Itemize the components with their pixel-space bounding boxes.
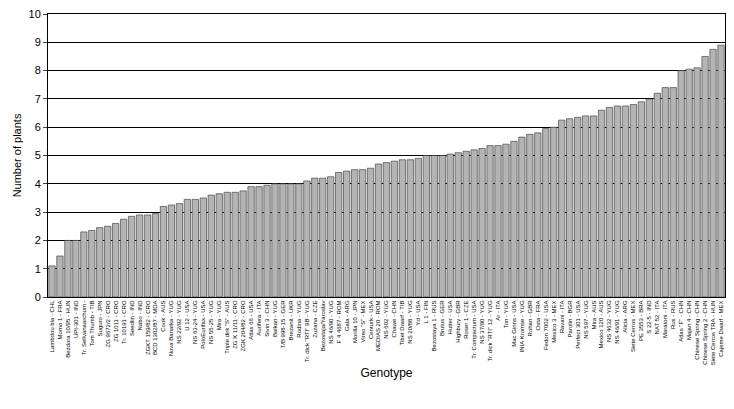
svg-text:UPI-301 - IND: UPI-301 - IND: [73, 300, 79, 338]
svg-text:ZGKT 159/82 - CRO: ZGKT 159/82 - CRO: [145, 300, 151, 355]
svg-text:Osta - FRA: Osta - FRA: [535, 300, 541, 330]
svg-text:F 4 4687 - ROM: F 4 4687 - ROM: [336, 300, 342, 343]
svg-text:Majan 4 - CHN: Majan 4 - CHN: [686, 300, 692, 340]
svg-text:Siete Cerros - MEX: Siete Cerros - MEX: [630, 300, 636, 352]
svg-text:ZG K 11/11 - CRO: ZG K 11/11 - CRO: [232, 300, 238, 349]
svg-text:5: 5: [35, 149, 41, 161]
svg-text:8: 8: [35, 64, 41, 76]
svg-text:Maratoni - ITA: Maratoni - ITA: [662, 300, 668, 338]
svg-text:Centurk - USA: Centurk - USA: [368, 300, 374, 339]
svg-text:Lambdou bla - CHL: Lambdou bla - CHL: [49, 300, 55, 353]
svg-text:Atlas "F" - CHN: Atlas "F" - CHN: [678, 300, 684, 341]
svg-text:Siete Cerros TRA - HUN: Siete Cerros TRA - HUN: [710, 300, 716, 365]
svg-text:Mexico 120 - AUS: Mexico 120 - AUS: [599, 300, 605, 348]
svg-text:2: 2: [35, 234, 41, 246]
svg-text:Yd - USA: Yd - USA: [415, 300, 421, 325]
svg-text:MEDIAS 20 - ROM: MEDIAS 20 - ROM: [375, 300, 381, 351]
svg-text:Number of plants: Number of plants: [11, 113, 23, 197]
svg-text:NS 22/92 - YUG: NS 22/92 - YUG: [176, 300, 182, 344]
svg-text:Suguro - JPN: Suguro - JPN: [97, 300, 103, 336]
svg-text:ZG 9672/2 - CRO: ZG 9672/2 - CRO: [105, 300, 111, 347]
svg-text:PE 3553 - BRA: PE 3553 - BRA: [638, 300, 644, 341]
svg-text:Rus - RUS: Rus - RUS: [670, 300, 676, 329]
svg-text:NS 4632 - YUG: NS 4632 - YUG: [606, 300, 612, 342]
svg-text:3: 3: [35, 206, 41, 218]
svg-text:BCD 1302/87 - MDA: BCD 1302/87 - MDA: [152, 300, 158, 355]
svg-text:Bezostaya 1 - RUS: Bezostaya 1 - RUS: [431, 300, 437, 351]
svg-text:7: 7: [35, 93, 41, 105]
svg-text:NS 55-25 - YUG: NS 55-25 - YUG: [208, 300, 214, 344]
svg-text:Mira - YUG: Mira - YUG: [216, 300, 222, 330]
svg-text:Brezanit - UKR: Brezanit - UKR: [288, 300, 294, 341]
svg-text:INIA Kromse - YUG: INIA Kromse - YUG: [519, 300, 525, 352]
svg-text:NS 602 - YUG: NS 602 - YUG: [383, 300, 389, 339]
svg-text:Morilla 10 - JPN: Morilla 10 - JPN: [352, 300, 358, 343]
svg-text:NS 37/90 - YUG: NS 37/90 - YUG: [479, 300, 485, 344]
svg-text:NAT 52 - ITA: NAT 52 - ITA: [654, 300, 660, 334]
svg-text:Nabo - IND: Nabo - IND: [137, 300, 143, 331]
svg-text:Mira - AUS: Mira - AUS: [591, 300, 597, 329]
svg-text:Ton - YUG: Ton - YUG: [503, 300, 509, 328]
svg-text:Hutter - USA: Hutter - USA: [447, 300, 453, 334]
svg-text:Brutus - GER: Brutus - GER: [439, 300, 445, 336]
svg-text:NS 63-24 - YUG: NS 63-24 - YUG: [192, 300, 198, 344]
svg-text:Tibet Dwarf - TIB: Tibet Dwarf - TIB: [399, 300, 405, 345]
svg-text:ZGK 204/82 - CRO: ZGK 204/82 - CRO: [240, 300, 246, 351]
svg-text:Chawe - CHN: Chawe - CHN: [391, 300, 397, 337]
svg-text:Seedlin - IND: Seedlin - IND: [129, 300, 135, 336]
svg-text:Tr. Compactum - USA: Tr. Compactum - USA: [471, 300, 477, 358]
svg-text:NS 46/90 - YUG: NS 46/90 - YUG: [328, 300, 334, 344]
svg-text:Zuzana - CZE: Zuzana - CZE: [312, 300, 318, 337]
svg-text:Ar - ITA: Ar - ITA: [495, 300, 501, 320]
svg-text:Alicia - ARG: Alicia - ARG: [622, 300, 628, 333]
svg-text:Genotype: Genotype: [360, 366, 412, 380]
svg-text:Vireo "S" - MEX: Vireo "S" - MEX: [360, 300, 366, 342]
svg-text:Bezdora 10/95 - HUN: Bezdora 10/95 - HUN: [65, 300, 71, 357]
svg-text:Aurifera - ITA: Aurifera - ITA: [256, 300, 262, 335]
svg-text:NS 597 - YUG: NS 597 - YUG: [583, 300, 589, 339]
svg-text:Sivin 3 - CHN: Sivin 3 - CHN: [264, 300, 270, 336]
svg-text:Chinese Spring 2 - CHN: Chinese Spring 2 - CHN: [702, 300, 708, 364]
svg-text:NS 20/88 - YUG: NS 20/88 - YUG: [407, 300, 413, 344]
svg-text:Tr. dick "RTI" 12 - YUG: Tr. dick "RTI" 12 - YUG: [487, 300, 493, 361]
svg-text:Fedon 7002 - USA: Fedon 7002 - USA: [543, 300, 549, 350]
svg-text:Momo 1 - FRA: Momo 1 - FRA: [57, 300, 63, 339]
svg-text:Highbury - GBR: Highbury - GBR: [455, 300, 461, 343]
svg-text:6: 6: [35, 121, 41, 133]
svg-text:Bezostaja/Yaroslav: Bezostaja/Yaroslav: [320, 300, 326, 351]
svg-text:Rodina - YUG: Rodina - YUG: [296, 300, 302, 338]
svg-text:Ravani - ITA: Ravani - ITA: [559, 300, 565, 333]
svg-text:4: 4: [35, 178, 41, 190]
svg-text:ZG 1011 - CRO: ZG 1011 - CRO: [113, 300, 119, 342]
svg-text:Triple dirk "S" - AUS: Triple dirk "S" - AUS: [224, 300, 230, 353]
svg-text:NS 46/91 - YUG: NS 46/91 - YUG: [614, 300, 620, 344]
svg-text:U 12 - USA: U 12 - USA: [184, 300, 190, 330]
svg-text:10: 10: [29, 8, 41, 20]
svg-text:Mexico 3 - MEX: Mexico 3 - MEX: [551, 300, 557, 342]
svg-text:Roser 1 - CZE: Roser 1 - CZE: [463, 300, 469, 338]
svg-text:Atlas 66 - USA: Atlas 66 - USA: [248, 300, 254, 339]
svg-text:Tr. dick "RTI" 9B - YUG: Tr. dick "RTI" 9B - YUG: [304, 300, 310, 362]
svg-text:Tr. Sellvanaarchum -: Tr. Sellvanaarchum -: [81, 300, 87, 355]
svg-text:Chinese Spring - CHN: Chinese Spring - CHN: [694, 300, 700, 359]
svg-text:Rohan - GBR: Rohan - GBR: [527, 300, 533, 337]
svg-text:Balkan - YUG: Balkan - YUG: [272, 300, 278, 337]
svg-text:Nova Banatka - YUG: Nova Banatka - YUG: [168, 300, 174, 356]
svg-text:Tr. 10191 - CRO: Tr. 10191 - CRO: [121, 300, 127, 344]
svg-text:S 22-5 - IND: S 22-5 - IND: [646, 300, 652, 334]
svg-text:Gala - ARG: Gala - ARG: [344, 300, 350, 331]
svg-text:Mac Ginns - USA: Mac Ginns - USA: [511, 300, 517, 346]
svg-text:T/B 998-15 - GER: T/B 998-15 - GER: [280, 300, 286, 349]
svg-text:PoloEurifax - USA: PoloEurifax - USA: [200, 300, 206, 348]
svg-text:Cajeme Dwarf - MEX: Cajeme Dwarf - MEX: [718, 300, 724, 356]
svg-text:1: 1: [35, 263, 41, 275]
svg-text:Cook - AUS: Cook - AUS: [160, 300, 166, 331]
svg-text:L 1 - FIN: L 1 - FIN: [423, 300, 429, 323]
svg-text:Tom Thumb - TIB: Tom Thumb - TIB: [89, 300, 95, 346]
svg-text:Perfect 301 - USA: Perfect 301 - USA: [575, 300, 581, 348]
svg-text:9: 9: [35, 36, 41, 48]
svg-text:Parolin - BGR: Parolin - BGR: [567, 300, 573, 338]
svg-text:0: 0: [35, 291, 41, 303]
